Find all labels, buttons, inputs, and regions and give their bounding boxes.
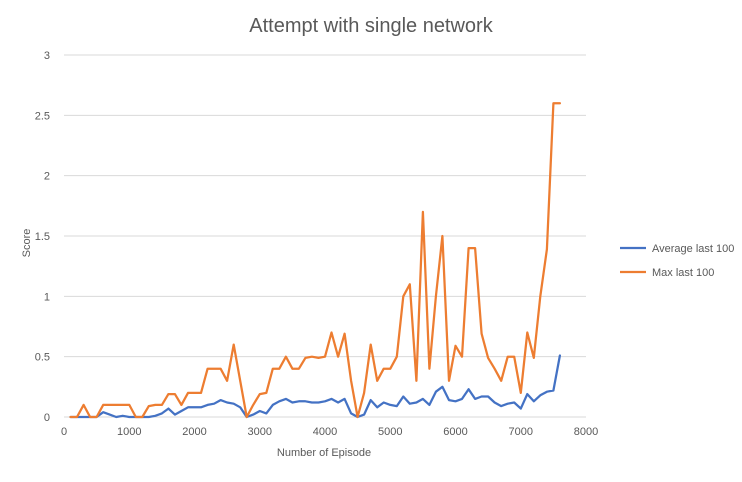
series-line-max-last-100 <box>69 102 562 419</box>
y-tick-label: 2 <box>44 171 50 183</box>
x-tick-label: 3000 <box>248 426 272 438</box>
y-tick-label: 2.5 <box>35 110 50 122</box>
x-tick-label: 7000 <box>509 426 533 438</box>
gridlines <box>64 54 586 358</box>
legend: Average last 100 Max last 100 <box>620 243 734 279</box>
x-axis-label: Number of Episode <box>277 447 371 459</box>
series-layer <box>69 102 562 419</box>
y-tick-label: 1 <box>44 291 50 303</box>
y-tick-label: 3 <box>44 50 50 62</box>
x-tick-label: 6000 <box>443 426 467 438</box>
axes: 0 0.5 1 1.5 2 2.5 3 0 1000 2000 3000 4000 5000 6000 70… <box>35 50 599 438</box>
x-tick-label: 0 <box>61 426 67 438</box>
legend-label: Max last 100 <box>652 267 714 279</box>
x-tick-label: 1000 <box>117 426 141 438</box>
y-tick-label: 0.5 <box>35 352 50 364</box>
y-tick-label: 1.5 <box>35 231 50 243</box>
x-tick-label: 5000 <box>378 426 402 438</box>
chart-title: Attempt with single network <box>249 15 493 37</box>
x-tick-label: 8000 <box>574 426 598 438</box>
legend-label: Average last 100 <box>652 243 734 255</box>
y-tick-label: 0 <box>44 412 50 424</box>
x-tick-label: 4000 <box>313 426 337 438</box>
x-tick-label: 2000 <box>182 426 206 438</box>
series-line-average-last-100 <box>69 354 562 419</box>
y-axis-label: Score <box>21 229 33 258</box>
